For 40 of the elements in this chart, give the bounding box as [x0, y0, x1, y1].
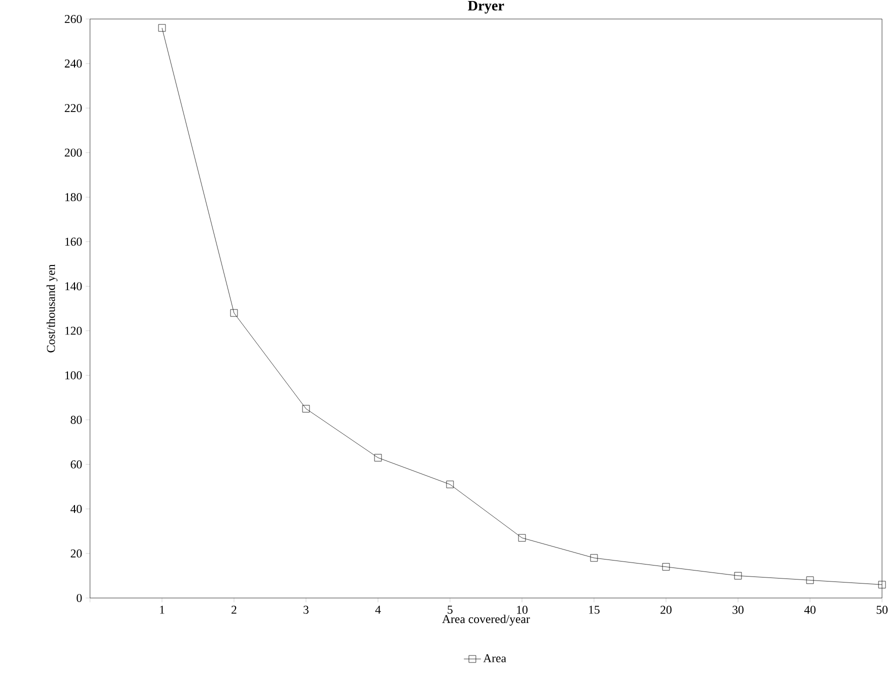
x-tick-label: 4 — [375, 606, 381, 614]
y-tick-label: 120 — [65, 326, 82, 335]
point — [446, 480, 454, 488]
legend-label: Area — [483, 654, 506, 662]
y-tick-label: 140 — [65, 282, 82, 290]
point — [302, 405, 310, 412]
point — [158, 24, 166, 32]
y-tick-label: 100 — [65, 371, 82, 380]
x-tick-label: 50 — [876, 606, 888, 614]
chart-title: Dryer — [468, 0, 504, 14]
x-tick-label: 10 — [517, 606, 528, 614]
y-tick-label: 220 — [64, 104, 82, 112]
point — [590, 554, 598, 562]
x-tick-label: 5 — [448, 606, 453, 614]
y-tick-label: 20 — [70, 549, 82, 558]
x-tick-label: 2 — [232, 606, 236, 614]
point — [518, 534, 526, 542]
y-axis-title: Cost/thousand yen — [46, 264, 58, 352]
y-tick-label: 40 — [70, 504, 82, 513]
y-tick-label: 0 — [76, 594, 82, 602]
x-axis-title: Area covered/year — [442, 614, 530, 626]
y-tick-label: 60 — [70, 460, 82, 468]
point — [734, 572, 742, 580]
x-tick-label: 30 — [732, 606, 744, 614]
point — [806, 576, 814, 584]
point — [878, 580, 886, 588]
y-tick-label: 180 — [65, 193, 82, 202]
x-tick-label: 1 — [160, 606, 164, 614]
x-tick-label: 15 — [589, 606, 600, 614]
y-tick-label: 80 — [70, 416, 82, 424]
point — [374, 454, 382, 462]
y-tick-label: 260 — [64, 14, 82, 24]
x-tick-label: 3 — [304, 606, 309, 614]
point — [230, 309, 238, 317]
y-tick-label: 200 — [64, 148, 82, 157]
x-tick-label: 20 — [660, 606, 672, 614]
y-tick-label: 160 — [65, 238, 82, 246]
x-tick-label: 40 — [804, 606, 816, 614]
y-tick-label: 240 — [64, 60, 82, 68]
point — [662, 563, 670, 571]
